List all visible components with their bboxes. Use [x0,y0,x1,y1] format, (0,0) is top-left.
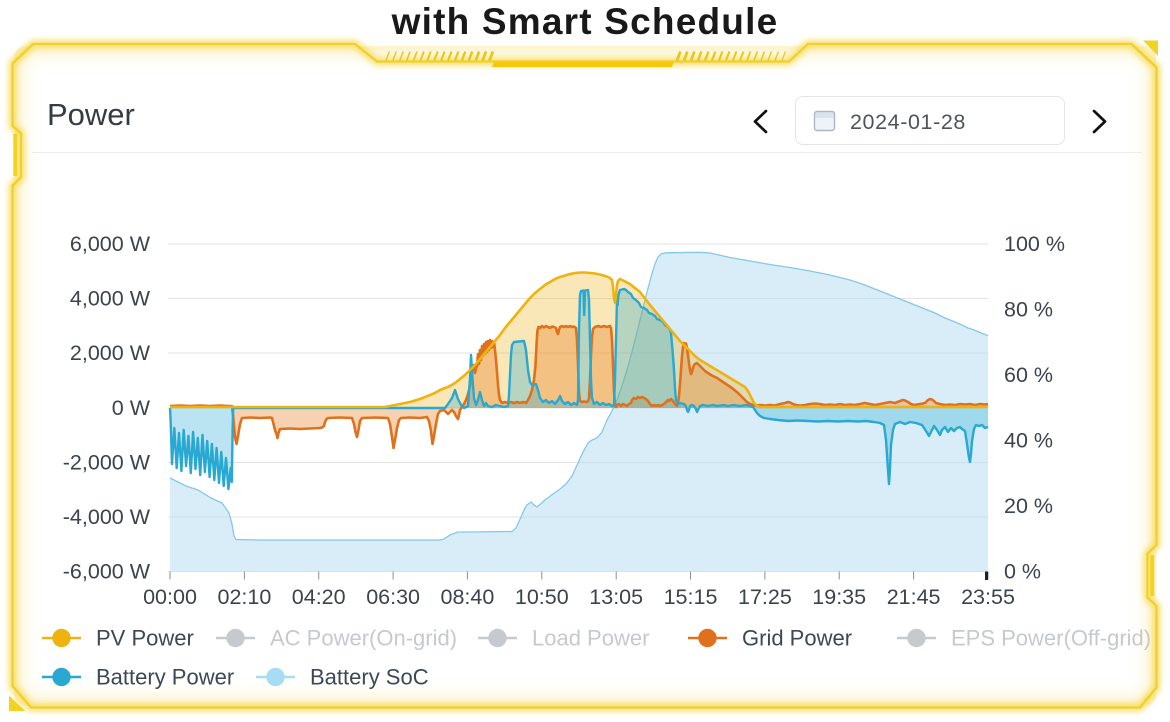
svg-text:40 %: 40 % [1004,429,1053,453]
svg-text:6,000 W: 6,000 W [70,232,151,256]
svg-text:AC Power(On-grid): AC Power(On-grid) [270,626,457,651]
svg-text:20 %: 20 % [1004,494,1053,518]
svg-text:23:55: 23:55 [961,585,1015,609]
svg-text:Load Power: Load Power [532,626,649,651]
svg-text:-4,000 W: -4,000 W [63,505,151,529]
svg-text:PV Power: PV Power [96,626,194,651]
svg-text:60 %: 60 % [1004,363,1053,387]
svg-text:2,000 W: 2,000 W [70,341,151,365]
svg-text:100 %: 100 % [1004,232,1065,256]
svg-text:0 %: 0 % [1004,560,1041,584]
svg-text:08:40: 08:40 [440,585,494,609]
svg-text:Battery Power: Battery Power [96,665,234,690]
svg-text:17:25: 17:25 [738,585,792,609]
svg-text:Battery SoC: Battery SoC [310,665,429,690]
svg-text:00:00: 00:00 [143,585,197,609]
svg-text:21:45: 21:45 [887,585,941,609]
svg-text:80 %: 80 % [1004,298,1053,322]
svg-text:-2,000 W: -2,000 W [63,451,151,475]
svg-text:10:50: 10:50 [515,585,569,609]
svg-text:4,000 W: 4,000 W [70,287,151,311]
svg-text:19:35: 19:35 [812,585,866,609]
svg-text:04:20: 04:20 [292,585,346,609]
svg-text:13:05: 13:05 [589,585,643,609]
svg-text:15:15: 15:15 [664,585,718,609]
svg-text:EPS Power(Off-grid): EPS Power(Off-grid) [951,626,1151,651]
svg-text:Grid Power: Grid Power [742,626,852,651]
svg-text:02:10: 02:10 [217,585,271,609]
svg-text:06:30: 06:30 [366,585,420,609]
svg-text:-6,000 W: -6,000 W [63,560,151,584]
svg-text:0 W: 0 W [112,396,151,420]
